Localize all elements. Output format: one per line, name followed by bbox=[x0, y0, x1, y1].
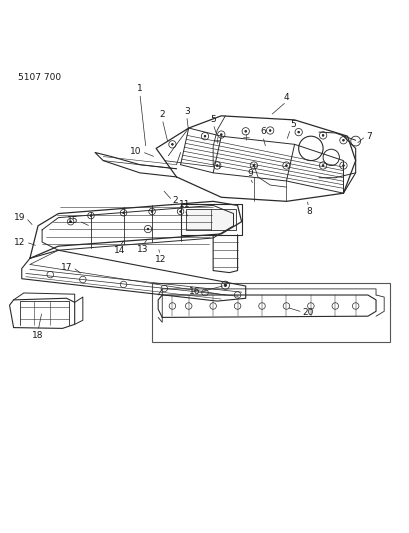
Bar bbox=[152, 283, 389, 342]
Circle shape bbox=[179, 211, 181, 212]
Circle shape bbox=[212, 213, 213, 214]
Text: 2: 2 bbox=[159, 110, 165, 119]
Text: 1: 1 bbox=[137, 84, 142, 93]
Circle shape bbox=[297, 131, 299, 133]
Circle shape bbox=[342, 140, 344, 141]
Circle shape bbox=[321, 134, 323, 136]
Text: 7: 7 bbox=[365, 132, 371, 141]
Circle shape bbox=[122, 212, 124, 214]
Text: 6: 6 bbox=[259, 127, 265, 136]
Text: 4: 4 bbox=[283, 93, 289, 102]
Text: 5107 700: 5107 700 bbox=[18, 73, 61, 82]
Circle shape bbox=[171, 143, 173, 145]
Circle shape bbox=[151, 211, 153, 212]
Text: 3: 3 bbox=[183, 107, 189, 116]
Bar bbox=[185, 209, 235, 230]
Circle shape bbox=[224, 284, 226, 286]
Circle shape bbox=[220, 134, 222, 135]
Text: 2: 2 bbox=[172, 196, 178, 205]
Text: 5: 5 bbox=[210, 115, 216, 124]
Text: 10: 10 bbox=[130, 147, 142, 156]
Circle shape bbox=[204, 135, 205, 137]
Text: 18: 18 bbox=[32, 331, 44, 340]
Text: 16: 16 bbox=[189, 287, 200, 296]
Circle shape bbox=[321, 165, 323, 166]
Text: 15: 15 bbox=[67, 216, 79, 225]
Text: 17: 17 bbox=[61, 263, 72, 272]
Text: 19: 19 bbox=[14, 213, 26, 222]
Circle shape bbox=[147, 228, 148, 230]
Text: 9: 9 bbox=[246, 169, 252, 177]
Text: 20: 20 bbox=[302, 308, 313, 317]
Circle shape bbox=[252, 165, 254, 166]
Text: 14: 14 bbox=[114, 246, 125, 255]
Text: 12: 12 bbox=[154, 255, 166, 264]
Circle shape bbox=[244, 131, 246, 132]
Circle shape bbox=[269, 130, 270, 131]
Text: 12: 12 bbox=[14, 238, 26, 247]
Circle shape bbox=[90, 215, 92, 216]
Text: 5: 5 bbox=[290, 120, 296, 129]
Circle shape bbox=[70, 221, 71, 222]
Text: 13: 13 bbox=[137, 245, 148, 254]
Text: 11: 11 bbox=[178, 200, 190, 209]
Text: 8: 8 bbox=[305, 207, 311, 216]
Circle shape bbox=[285, 165, 287, 166]
Circle shape bbox=[216, 165, 218, 166]
Bar bbox=[180, 204, 241, 235]
Circle shape bbox=[342, 165, 344, 166]
